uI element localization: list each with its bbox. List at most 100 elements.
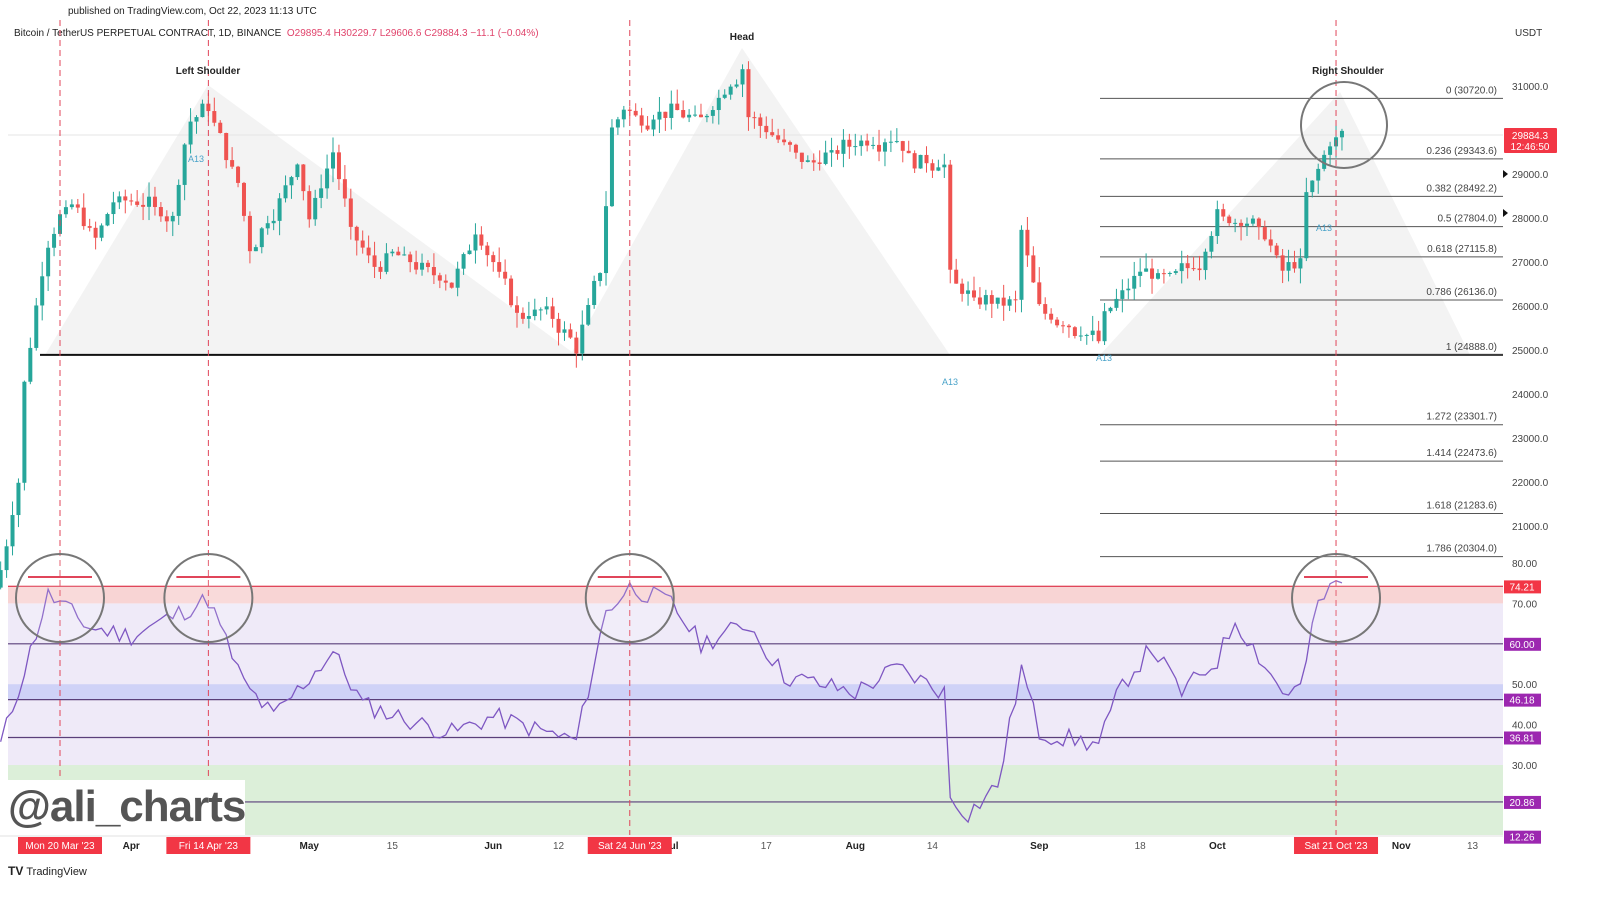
- candle-body: [645, 125, 650, 130]
- candle-body: [473, 234, 478, 251]
- candle-body: [289, 177, 294, 186]
- published-info: published on TradingView.com, Oct 22, 20…: [68, 6, 317, 17]
- candle-body: [811, 160, 816, 163]
- candle-body: [1185, 263, 1190, 269]
- candle-body: [1090, 330, 1095, 335]
- candle-body: [752, 117, 757, 119]
- candle-body: [479, 234, 484, 246]
- price-marker-arrow-icon: [1503, 209, 1508, 217]
- candle-body: [449, 282, 454, 288]
- candle-body: [580, 324, 585, 354]
- candle-body: [562, 329, 567, 333]
- candle-body: [87, 226, 92, 228]
- candle-body: [253, 247, 258, 252]
- candle-body: [526, 316, 531, 319]
- td-sequential-annotation: A13: [1096, 353, 1112, 363]
- candle-body: [259, 228, 264, 248]
- candle-body: [1221, 209, 1226, 217]
- candle-body: [241, 182, 246, 216]
- candle-body: [556, 318, 561, 333]
- footer-brand[interactable]: TV TradingView: [8, 864, 87, 878]
- candle-body: [69, 204, 74, 208]
- footer-brand-text: TradingView: [26, 866, 87, 878]
- fib-level-label: 0.5 (27804.0): [1438, 214, 1498, 225]
- candle-body: [550, 306, 555, 319]
- candle-body: [16, 482, 21, 516]
- candle-body: [4, 546, 9, 571]
- rsi-highlight-circle: [15, 553, 105, 643]
- fib-level-label: 1.272 (23301.7): [1426, 412, 1497, 423]
- candle-body: [319, 188, 324, 198]
- candle-body: [1055, 319, 1060, 326]
- pattern-label-right: Right Shoulder: [1312, 66, 1384, 77]
- time-axis-label: 13: [1467, 841, 1479, 852]
- rsi-highlight-circle: [163, 553, 254, 643]
- candle-body: [1227, 216, 1232, 224]
- fib-level-label: 1 (24888.0): [1446, 342, 1497, 353]
- candle-body: [1102, 311, 1107, 342]
- fib-level-label: 0.236 (29343.6): [1426, 146, 1497, 157]
- time-axis-label: 17: [761, 841, 773, 852]
- price-axis-tick: 31000.0: [1512, 82, 1549, 93]
- rsi-level-tag-text: 60.00: [1509, 640, 1534, 651]
- candle-body: [544, 306, 549, 310]
- candle-body: [853, 146, 858, 148]
- rsi-overbought-zone: [8, 585, 1503, 604]
- candle-body: [1179, 263, 1184, 272]
- candle-body: [265, 223, 270, 229]
- candle-body: [639, 115, 644, 126]
- candle-body: [669, 103, 674, 118]
- candle-body: [1239, 222, 1244, 226]
- head-shoulders-pattern-shape: [45, 48, 1470, 355]
- candle-body: [776, 135, 781, 140]
- candle-body: [621, 109, 626, 120]
- rsi-axis-tick: 50.00: [1512, 680, 1537, 691]
- candle-body: [877, 144, 882, 152]
- candle-body: [307, 191, 312, 220]
- candle-body: [900, 141, 905, 151]
- candle-body: [461, 254, 466, 269]
- rsi-axis-tick: 70.00: [1512, 599, 1537, 610]
- rsi-level-tag-text: 12.26: [1509, 833, 1534, 844]
- time-axis-label: Aug: [846, 841, 865, 852]
- candle-body: [1049, 313, 1054, 320]
- candle-body: [75, 204, 80, 208]
- candle-body: [105, 214, 110, 226]
- time-axis-label: May: [300, 841, 320, 852]
- candle-body: [871, 144, 876, 146]
- candle-body: [224, 132, 229, 161]
- candle-body: [10, 515, 15, 547]
- price-axis-tick: 22000.0: [1512, 478, 1549, 489]
- fib-level-label: 1.618 (21283.6): [1426, 501, 1497, 512]
- candle-body: [805, 160, 810, 162]
- ohlc-open: O29895.4: [286, 28, 331, 39]
- candle-body: [1037, 282, 1042, 305]
- candle-body: [598, 273, 603, 281]
- candle-body: [1138, 271, 1143, 276]
- price-axis-tick: 23000.0: [1512, 434, 1549, 445]
- candle-body: [1209, 236, 1214, 252]
- candle-body: [152, 196, 157, 208]
- candle-body: [764, 125, 769, 133]
- candle-body: [609, 127, 614, 207]
- candle-body: [1019, 229, 1024, 300]
- candle-body: [924, 154, 929, 164]
- candle-body: [325, 168, 330, 189]
- candle-body: [716, 97, 721, 111]
- candle-body: [663, 111, 668, 118]
- td-sequential-annotation: A13: [188, 154, 204, 164]
- candle-body: [141, 204, 146, 207]
- candle-body: [894, 141, 899, 143]
- time-axis-label: Sep: [1030, 841, 1048, 852]
- candle-body: [1274, 245, 1279, 256]
- candle-body: [1339, 130, 1344, 138]
- candle-body: [817, 162, 822, 164]
- candle-body: [28, 347, 33, 382]
- candle-body: [117, 196, 122, 203]
- candle-body: [360, 240, 365, 248]
- highlighted-date-tag: [1294, 837, 1379, 854]
- price-axis-tick: 25000.0: [1512, 346, 1549, 357]
- candle-body: [1078, 335, 1083, 337]
- rsi-axis-tick: 80.00: [1512, 559, 1537, 570]
